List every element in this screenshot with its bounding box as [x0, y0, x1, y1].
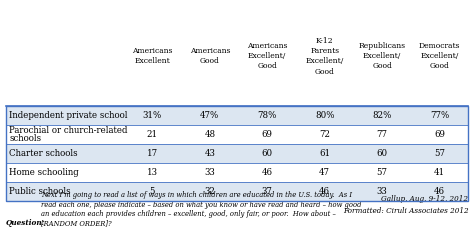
Text: 17: 17 — [147, 149, 158, 158]
Text: 47: 47 — [319, 168, 330, 177]
Text: 60: 60 — [262, 149, 273, 158]
Text: 61: 61 — [319, 149, 330, 158]
Text: 72: 72 — [319, 130, 330, 139]
Text: 43: 43 — [204, 149, 215, 158]
Text: Excellent: Excellent — [135, 57, 170, 65]
Text: Good: Good — [257, 62, 277, 70]
Text: Good: Good — [372, 62, 392, 70]
Bar — [6, 106, 468, 201]
Text: Excellent/: Excellent/ — [420, 52, 459, 60]
Text: Excellent/: Excellent/ — [248, 52, 286, 60]
Text: 37: 37 — [262, 187, 273, 196]
Text: Americans: Americans — [190, 47, 230, 55]
Text: 46: 46 — [262, 168, 273, 177]
Text: 82%: 82% — [373, 111, 392, 120]
Text: Charter schools: Charter schools — [9, 149, 78, 158]
Text: Good: Good — [315, 67, 335, 76]
Text: Good: Good — [200, 57, 220, 65]
Text: 32: 32 — [204, 187, 215, 196]
Bar — [6, 144, 468, 163]
Text: Independent private school: Independent private school — [9, 111, 128, 120]
Text: 77: 77 — [377, 130, 388, 139]
Text: Public schools: Public schools — [9, 187, 71, 196]
Text: 48: 48 — [204, 130, 215, 139]
Text: 77%: 77% — [430, 111, 449, 120]
Text: 33: 33 — [204, 168, 215, 177]
Text: Democrats: Democrats — [419, 42, 460, 50]
Text: Americans: Americans — [247, 42, 288, 50]
Text: 33: 33 — [377, 187, 388, 196]
Text: Next I’m going to read a list of ways in which children are educated in the U.S.: Next I’m going to read a list of ways in… — [41, 191, 362, 227]
Text: Parochial or church-related: Parochial or church-related — [9, 126, 128, 135]
Text: Excellent/: Excellent/ — [306, 57, 344, 65]
Text: 57: 57 — [434, 149, 445, 158]
Bar — [6, 182, 468, 201]
Text: 80%: 80% — [315, 111, 335, 120]
Bar — [6, 106, 468, 125]
Text: 69: 69 — [262, 130, 273, 139]
Text: Good: Good — [429, 62, 449, 70]
Text: 5: 5 — [150, 187, 155, 196]
Text: Question:: Question: — [6, 219, 45, 227]
Text: Excellent/: Excellent/ — [363, 52, 401, 60]
Text: Republicans: Republicans — [359, 42, 406, 50]
Text: Gallup, Aug. 9-12, 2012: Gallup, Aug. 9-12, 2012 — [381, 195, 468, 203]
Text: Americans: Americans — [132, 47, 173, 55]
Text: 60: 60 — [376, 149, 388, 158]
Text: schools: schools — [9, 134, 42, 143]
Text: Home schooling: Home schooling — [9, 168, 79, 177]
Text: Formatted: Ciruli Associates 2012: Formatted: Ciruli Associates 2012 — [343, 207, 468, 215]
Text: Parents: Parents — [310, 47, 339, 55]
Text: 21: 21 — [147, 130, 158, 139]
Text: 78%: 78% — [257, 111, 277, 120]
Bar — [6, 125, 468, 144]
Text: 47%: 47% — [200, 111, 219, 120]
Text: 46: 46 — [434, 187, 445, 196]
Text: 13: 13 — [147, 168, 158, 177]
Text: 69: 69 — [434, 130, 445, 139]
Bar — [6, 163, 468, 182]
Text: 41: 41 — [434, 168, 445, 177]
Text: 31%: 31% — [143, 111, 162, 120]
Text: 57: 57 — [377, 168, 388, 177]
Text: 46: 46 — [319, 187, 330, 196]
Text: K-12: K-12 — [316, 37, 334, 45]
